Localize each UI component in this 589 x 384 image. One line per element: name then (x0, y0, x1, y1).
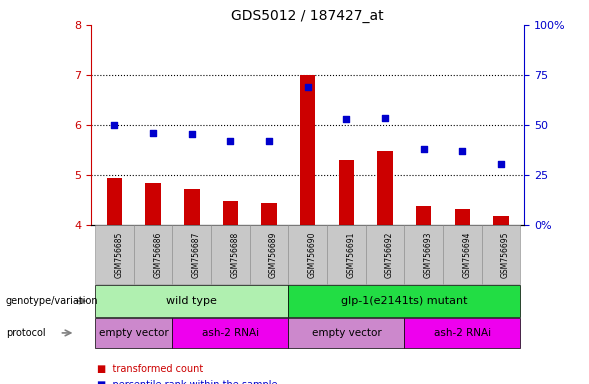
Text: empty vector: empty vector (312, 328, 381, 338)
Bar (223, 201, 238, 225)
Text: GSM756693: GSM756693 (423, 231, 433, 278)
Text: GSM756690: GSM756690 (307, 231, 317, 278)
Bar (184, 189, 200, 225)
Bar (339, 160, 354, 225)
Point (264, 138, 274, 144)
Text: GSM756689: GSM756689 (269, 231, 278, 278)
Text: ■  transformed count: ■ transformed count (97, 364, 203, 374)
Point (303, 84, 312, 91)
Text: GSM756694: GSM756694 (462, 231, 471, 278)
Text: GSM756685: GSM756685 (114, 231, 124, 278)
Text: ■  percentile rank within the sample: ■ percentile rank within the sample (97, 380, 277, 384)
Bar (455, 209, 470, 225)
Point (497, 161, 506, 167)
Point (380, 115, 390, 121)
Text: GSM756687: GSM756687 (192, 231, 201, 278)
Text: wild type: wild type (166, 296, 217, 306)
Point (342, 116, 351, 122)
Text: GSM756692: GSM756692 (385, 231, 394, 278)
Text: genotype/variation: genotype/variation (6, 296, 98, 306)
Text: GSM756686: GSM756686 (153, 231, 162, 278)
Text: protocol: protocol (6, 328, 45, 338)
Text: ash-2 RNAi: ash-2 RNAi (202, 328, 259, 338)
Point (226, 138, 235, 144)
Bar (145, 183, 161, 225)
Bar (494, 216, 509, 225)
Bar (107, 178, 123, 225)
Bar (300, 75, 316, 225)
Title: GDS5012 / 187427_at: GDS5012 / 187427_at (231, 8, 384, 23)
Point (458, 148, 467, 154)
Text: GSM756695: GSM756695 (501, 231, 510, 278)
Text: glp-1(e2141ts) mutant: glp-1(e2141ts) mutant (341, 296, 468, 306)
Point (419, 146, 428, 152)
Point (110, 122, 119, 128)
Text: ash-2 RNAi: ash-2 RNAi (434, 328, 491, 338)
Text: GSM756691: GSM756691 (346, 231, 355, 278)
Text: GSM756688: GSM756688 (230, 231, 240, 278)
Point (148, 130, 158, 136)
Bar (416, 206, 431, 225)
Text: empty vector: empty vector (99, 328, 168, 338)
Bar (262, 203, 277, 225)
Point (187, 131, 197, 137)
Bar (378, 151, 393, 225)
